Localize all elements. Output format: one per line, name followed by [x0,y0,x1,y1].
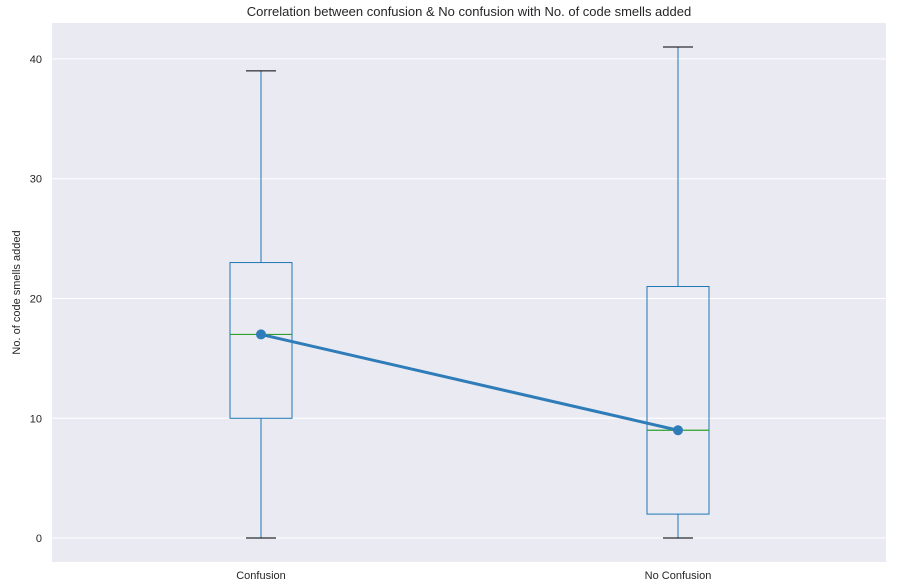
y-tick-label: 30 [30,174,42,186]
x-tick-label: No Confusion [645,570,712,582]
box-no-confusion [646,46,710,539]
trend-point [673,425,683,436]
gridlines [52,58,886,539]
iqr-box [646,286,710,515]
y-tick-label: 40 [30,54,42,66]
x-tick-label: Confusion [236,570,286,582]
trend-point [256,329,266,340]
plot-area [52,23,886,562]
y-tick-label: 20 [30,293,42,305]
x-axis-ticks: Confusion No Confusion [236,570,711,582]
box-confusion [229,70,293,539]
boxes [229,46,710,539]
y-axis-ticks: 0 10 20 30 40 [30,54,42,545]
chart-title: Correlation between confusion & No confu… [247,4,691,19]
trend-line [259,332,680,432]
y-tick-label: 10 [30,413,42,425]
y-tick-label: 0 [36,533,42,545]
mean-trend-line [256,329,683,436]
y-axis-label: No. of code smells added [11,230,23,354]
